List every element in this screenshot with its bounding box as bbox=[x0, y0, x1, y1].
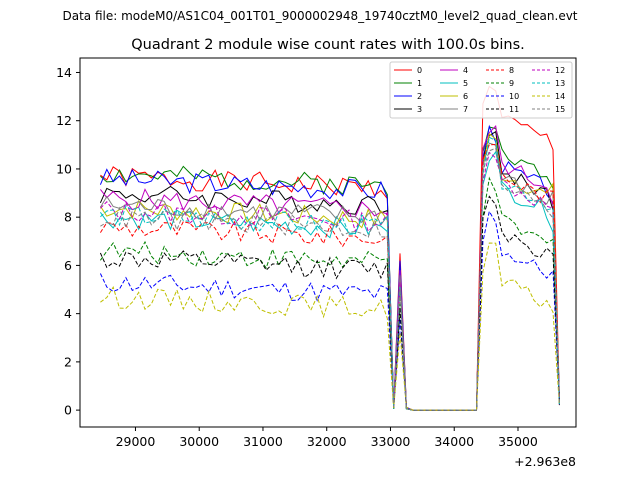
x-tick-label: 31000 bbox=[243, 434, 283, 449]
legend-label-6: 6 bbox=[463, 92, 468, 101]
legend-box bbox=[389, 61, 573, 119]
series-line-4 bbox=[100, 125, 560, 411]
legend-label-1: 1 bbox=[417, 79, 422, 88]
series-line-15 bbox=[100, 147, 560, 411]
chart-suptitle: Data file: modeM0/AS1C04_001T01_90000029… bbox=[62, 9, 577, 23]
series-line-14 bbox=[100, 242, 560, 411]
legend-label-13: 13 bbox=[555, 79, 565, 88]
legend-label-4: 4 bbox=[463, 66, 468, 75]
series-line-7 bbox=[99, 142, 560, 411]
x-tick-label: 30000 bbox=[179, 434, 219, 449]
axes: 29000 30000 31000 32000 33000 34000 35000 0 2 4 6 8… bbox=[56, 65, 538, 449]
series-line-2 bbox=[99, 124, 560, 411]
y-tick-label: 6 bbox=[64, 258, 72, 273]
plot-lines bbox=[99, 85, 560, 411]
legend-label-14: 14 bbox=[555, 92, 565, 101]
x-tick-label: 32000 bbox=[307, 434, 347, 449]
x-tick-label: 34000 bbox=[434, 434, 474, 449]
chart-title: Quadrant 2 module wise count rates with … bbox=[131, 37, 525, 53]
series-line-6 bbox=[99, 133, 560, 411]
y-tick-label: 8 bbox=[64, 210, 72, 225]
legend-label-10: 10 bbox=[509, 92, 519, 101]
legend-label-15: 15 bbox=[555, 105, 565, 114]
series-line-8 bbox=[99, 143, 560, 411]
x-tick-label: 29000 bbox=[116, 434, 156, 449]
series-line-1 bbox=[100, 126, 560, 411]
series-line-13 bbox=[100, 136, 560, 411]
legend-label-0: 0 bbox=[417, 66, 422, 75]
legend-label-12: 12 bbox=[555, 66, 565, 75]
series-line-10 bbox=[99, 210, 560, 411]
x-tick-label: 35000 bbox=[498, 434, 538, 449]
y-tick-label: 10 bbox=[56, 161, 72, 176]
legend-label-11: 11 bbox=[509, 105, 519, 114]
plot-frame bbox=[79, 57, 577, 428]
series-line-12 bbox=[100, 151, 560, 411]
series-line-5 bbox=[99, 150, 560, 411]
legend-label-8: 8 bbox=[509, 66, 514, 75]
y-tick-label: 2 bbox=[64, 354, 72, 369]
legend-label-3: 3 bbox=[417, 105, 422, 114]
y-tick-label: 12 bbox=[56, 113, 72, 128]
legend-label-5: 5 bbox=[463, 79, 468, 88]
series-line-11 bbox=[99, 195, 560, 411]
legend-label-2: 2 bbox=[417, 92, 422, 101]
y-tick-label: 0 bbox=[64, 403, 72, 418]
series-line-3 bbox=[99, 130, 560, 411]
x-tick-label: 33000 bbox=[371, 434, 411, 449]
y-tick-label: 4 bbox=[64, 306, 72, 321]
y-tick-label: 14 bbox=[56, 65, 72, 80]
legend-label-9: 9 bbox=[509, 79, 514, 88]
x-offset-label: +2.963e8 bbox=[514, 454, 576, 469]
legend-label-7: 7 bbox=[463, 105, 468, 114]
